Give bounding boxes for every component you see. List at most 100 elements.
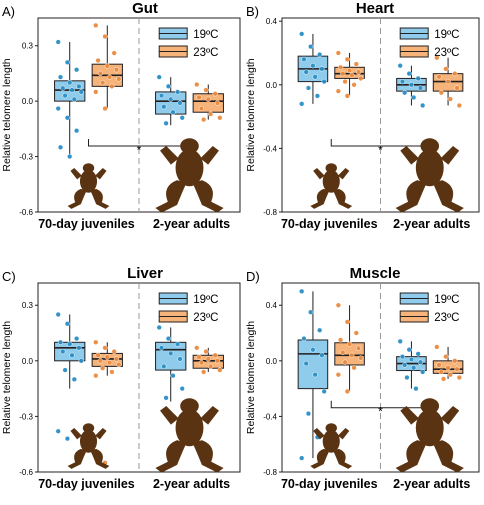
data-point xyxy=(355,345,362,351)
box-cold-juvenile xyxy=(54,39,86,160)
data-point xyxy=(308,309,314,315)
frog-juvenile-icon-leg-right xyxy=(90,188,110,209)
box-cold-juvenile xyxy=(54,311,86,442)
data-point xyxy=(55,428,61,434)
data-point xyxy=(312,372,318,378)
data-point xyxy=(353,61,359,67)
legend-label: 19ºC xyxy=(434,29,459,41)
frog-adult-icon-leg-left xyxy=(395,440,427,473)
box-warm-juvenile xyxy=(91,339,123,466)
frog-adult-icon-arm-right xyxy=(200,146,219,165)
data-point xyxy=(299,101,305,107)
frog-adult-icon-head xyxy=(420,138,440,154)
data-point xyxy=(67,341,73,347)
data-point xyxy=(93,22,99,29)
frog-juvenile-icon-head xyxy=(82,423,95,433)
data-point xyxy=(168,350,174,357)
category-label: 70-day juveniles xyxy=(38,477,135,491)
panel-title: Heart xyxy=(356,0,394,17)
data-point xyxy=(337,64,344,70)
box-warm-adult xyxy=(432,55,464,109)
data-point xyxy=(321,78,327,85)
panel-title: Gut xyxy=(132,0,158,17)
data-point xyxy=(205,356,211,362)
data-point xyxy=(445,78,451,85)
data-point xyxy=(319,66,325,72)
data-point xyxy=(420,102,426,109)
data-point xyxy=(406,71,412,77)
frog-adult-icon-body xyxy=(175,149,204,187)
data-point xyxy=(62,92,68,99)
data-point xyxy=(340,71,346,77)
y-tick-label: -0.6 xyxy=(19,468,33,477)
data-point xyxy=(417,85,424,91)
frog-juvenile-icon-arm-right xyxy=(337,168,350,180)
data-point xyxy=(102,345,108,351)
data-point xyxy=(317,327,323,333)
frog-adult-icon-leg-left xyxy=(155,180,187,213)
data-point xyxy=(158,345,165,351)
data-point xyxy=(170,109,176,115)
data-point xyxy=(78,89,84,95)
data-point xyxy=(408,356,415,363)
frog-juvenile-icon xyxy=(310,423,353,469)
data-point xyxy=(73,128,80,134)
panel-title: Muscle xyxy=(350,265,401,282)
y-axis-label: Relative telomere length xyxy=(1,321,13,434)
data-point xyxy=(445,365,451,371)
frog-juvenile-icon xyxy=(67,423,110,469)
data-point xyxy=(64,321,71,327)
frog-adult-icon-body xyxy=(415,149,444,187)
box-cold-adult xyxy=(155,74,187,126)
frog-juvenile-icon-arm-left xyxy=(70,428,82,440)
data-point xyxy=(308,43,314,50)
data-point xyxy=(78,358,84,364)
y-tick-label: -0.4 xyxy=(263,412,277,421)
data-point xyxy=(214,100,221,106)
box-cold-adult xyxy=(396,63,427,109)
data-point xyxy=(415,75,421,82)
legend-label: 19ºC xyxy=(193,294,218,306)
data-point xyxy=(177,356,183,362)
data-point xyxy=(106,360,113,366)
data-point xyxy=(55,311,61,318)
data-point xyxy=(404,374,410,381)
data-point xyxy=(447,372,453,378)
frog-adult-icon-arm-left xyxy=(160,406,179,425)
data-point xyxy=(402,362,408,368)
data-point xyxy=(358,75,364,82)
data-point xyxy=(111,50,117,56)
frog-juvenile-icon-leg-right xyxy=(90,448,110,469)
data-point xyxy=(456,102,462,109)
data-point xyxy=(170,372,176,379)
box-cold-adult xyxy=(396,338,427,392)
data-point xyxy=(358,355,364,361)
data-point xyxy=(64,435,71,442)
data-point xyxy=(303,69,309,75)
data-point xyxy=(440,376,447,382)
data-point xyxy=(349,72,355,78)
category-label: 70-day juveniles xyxy=(281,217,378,231)
frog-juvenile-icon xyxy=(67,163,110,209)
data-point xyxy=(337,337,344,343)
frog-adult-icon-leg-right xyxy=(192,440,224,473)
category-label: 2-year adults xyxy=(393,477,470,491)
box-warm-adult xyxy=(192,81,224,123)
frog-adult-icon-arm-left xyxy=(400,406,419,425)
data-point xyxy=(305,410,312,417)
data-point xyxy=(194,345,200,351)
data-point xyxy=(335,50,341,56)
y-tick-label: 0.3 xyxy=(22,42,34,51)
data-point xyxy=(411,94,417,101)
y-tick-label: 0.4 xyxy=(266,17,278,26)
y-tick-label: -0.8 xyxy=(263,208,277,217)
data-point xyxy=(301,56,307,62)
data-point xyxy=(161,104,167,110)
data-point xyxy=(346,341,353,347)
y-tick-label: 0.0 xyxy=(266,81,278,90)
data-point xyxy=(73,67,80,73)
data-point xyxy=(165,83,172,90)
data-point xyxy=(60,85,66,91)
data-point xyxy=(97,70,104,77)
data-point xyxy=(203,87,209,93)
